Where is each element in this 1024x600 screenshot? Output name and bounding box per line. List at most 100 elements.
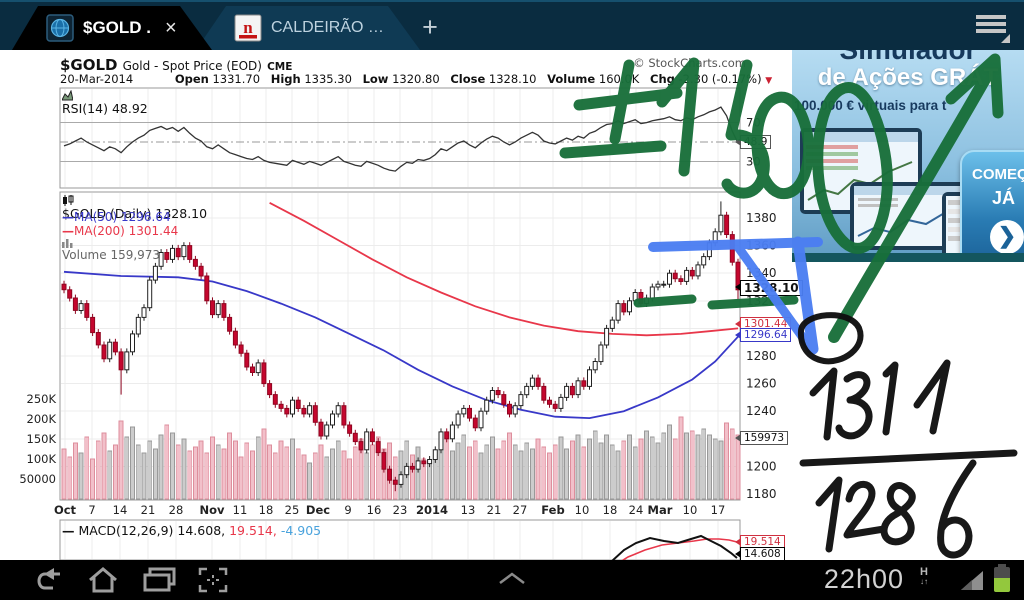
svg-text:10: 10	[683, 503, 698, 517]
date-axis-labels: Oct 7 14 21 28 Nov 11 18 25 Dec 9 16 23 2014 13 21 27 Feb…	[54, 503, 725, 517]
svg-text:200K: 200K	[27, 412, 57, 426]
down-triangle-icon: ▼	[765, 76, 773, 86]
battery-icon	[994, 564, 1010, 592]
stockcharts-copyright: © StockCharts.com	[633, 56, 746, 70]
volume-bars-icon	[62, 239, 73, 248]
close-label: Close	[450, 72, 486, 86]
chg-value: -2.30 (-0.17%)	[678, 72, 762, 86]
close-value: 1328.10	[488, 72, 537, 86]
low-label: Low	[362, 72, 389, 86]
signal-strength-icon	[961, 571, 983, 590]
ad-footer-strip	[792, 253, 1024, 262]
svg-text:18: 18	[603, 503, 618, 517]
ma200-legend-text: MA(200) 1301.44	[74, 224, 179, 238]
svg-text:150K: 150K	[27, 432, 57, 446]
macd-swatch-icon: —	[62, 523, 75, 538]
tab-caldeirao[interactable]: n CALDEIRÃO …	[196, 6, 420, 50]
hspa-network-icon: H ↓↑	[920, 566, 928, 587]
svg-text:28: 28	[169, 503, 184, 517]
ad-offer-text: 100.000 € virtuais para t	[794, 98, 947, 113]
menu-corner-triangle	[1001, 34, 1010, 43]
rsi-legend: RSI(14) 48.92	[62, 90, 148, 116]
tab-caldeirao-title: CALDEIRÃO …	[271, 19, 384, 36]
svg-text:16: 16	[367, 503, 382, 517]
volume-legend: Volume 159,973	[62, 238, 160, 262]
new-tab-button[interactable]: +	[422, 12, 438, 42]
svg-text:18: 18	[259, 503, 274, 517]
price-legend-title: $GOLD (Daily) 1328.10	[62, 195, 207, 221]
svg-text:1360: 1360	[746, 239, 777, 253]
ma200-legend: —MA(200) 1301.44	[62, 224, 178, 238]
ma50-line	[63, 270, 739, 420]
last-price-pointer: 1328.10	[735, 280, 803, 296]
macd-value: 14.608,	[177, 523, 226, 538]
macd-hist-value: -4.905	[280, 523, 322, 538]
low-value: 1320.80	[392, 72, 440, 86]
ad-cta-button[interactable]: COMEÇ JÁ ❯	[960, 150, 1024, 262]
rsi-pointer: 48.9	[735, 135, 772, 149]
svg-text:21: 21	[141, 503, 156, 517]
svg-text:11: 11	[233, 503, 248, 517]
chart-symbol: $GOLD	[60, 56, 118, 74]
ad-subheadline: de Ações GRÁT	[817, 64, 999, 91]
ma50-legend-text: MA(50) 1296.64	[74, 210, 171, 224]
price-legend-text: $GOLD (Daily) 1328.10	[62, 206, 208, 221]
browser-tab-bar: $GOLD . × n CALDEIRÃO … +	[0, 0, 1024, 50]
svg-text:n: n	[243, 18, 253, 37]
ad-arrow-icon: ❯	[990, 220, 1024, 254]
recent-apps-button[interactable]	[142, 566, 178, 594]
tab-gold[interactable]: $GOLD . ×	[12, 6, 212, 50]
browser-menu-button[interactable]	[976, 15, 1010, 43]
chart-name: Gold - Spot Price (EOD)	[122, 59, 262, 73]
keyboard-hide-caret-icon[interactable]	[496, 570, 528, 586]
svg-text:7: 7	[88, 503, 95, 517]
volume-value: 160.0K	[598, 72, 640, 86]
globe-icon	[46, 14, 74, 42]
volume-pointer: 159973	[735, 431, 789, 445]
screenshot-button[interactable]	[196, 566, 230, 594]
ma200-line	[269, 202, 739, 337]
svg-text:1200: 1200	[746, 459, 777, 473]
quote-date: 20-Mar-2014	[60, 72, 134, 86]
home-button[interactable]	[86, 566, 120, 594]
svg-text:Oct: Oct	[54, 503, 77, 517]
svg-text:21: 21	[487, 503, 502, 517]
svg-text:10: 10	[575, 503, 590, 517]
ma50-pointer: 1296.64	[735, 328, 792, 342]
rsi-legend-text: RSI(14) 48.92	[62, 101, 148, 116]
volume-axis-labels: 250K 200K 150K 100K 50000	[19, 392, 56, 486]
open-label: Open	[174, 72, 209, 86]
svg-text:Feb: Feb	[541, 503, 564, 517]
macd-signal-pointer: 19.514	[735, 535, 785, 549]
chart-exchange: CME	[267, 61, 293, 73]
high-label: High	[270, 72, 301, 86]
svg-text:1340: 1340	[746, 266, 777, 280]
chg-label: Chg	[650, 72, 675, 86]
ma50-swatch-icon: —	[62, 210, 74, 224]
ad-banner[interactable]: Simulador de Ações GRÁT 100.000 € virtua…	[792, 50, 1024, 262]
quote-line: 20-Mar-2014 Open 1331.70 High 1335.30 Lo…	[60, 72, 772, 86]
volume-bars	[61, 416, 741, 500]
rsi-area-icon	[62, 90, 73, 101]
back-button[interactable]	[30, 566, 64, 594]
svg-text:25: 25	[285, 503, 300, 517]
candles-icon	[63, 195, 74, 206]
svg-text:100K: 100K	[27, 452, 57, 466]
tab-gold-title: $GOLD .	[83, 18, 152, 37]
svg-text:23: 23	[393, 503, 408, 517]
svg-text:9: 9	[344, 503, 351, 517]
svg-text:1380: 1380	[746, 211, 777, 225]
svg-text:24: 24	[629, 503, 644, 517]
tab-close-icon[interactable]: ×	[165, 16, 177, 39]
n-logo-icon: n	[234, 14, 262, 42]
ad-cta-line1: COMEÇ	[972, 166, 1024, 183]
hamburger-menu-icon	[976, 15, 1006, 19]
volume-legend-text: Volume 159,973	[62, 248, 161, 262]
ad-cta-line2: JÁ	[992, 188, 1016, 208]
svg-text:70: 70	[746, 116, 761, 130]
svg-text:Dec: Dec	[306, 503, 330, 517]
svg-text:1180: 1180	[746, 487, 777, 501]
svg-text:1260: 1260	[746, 377, 777, 391]
